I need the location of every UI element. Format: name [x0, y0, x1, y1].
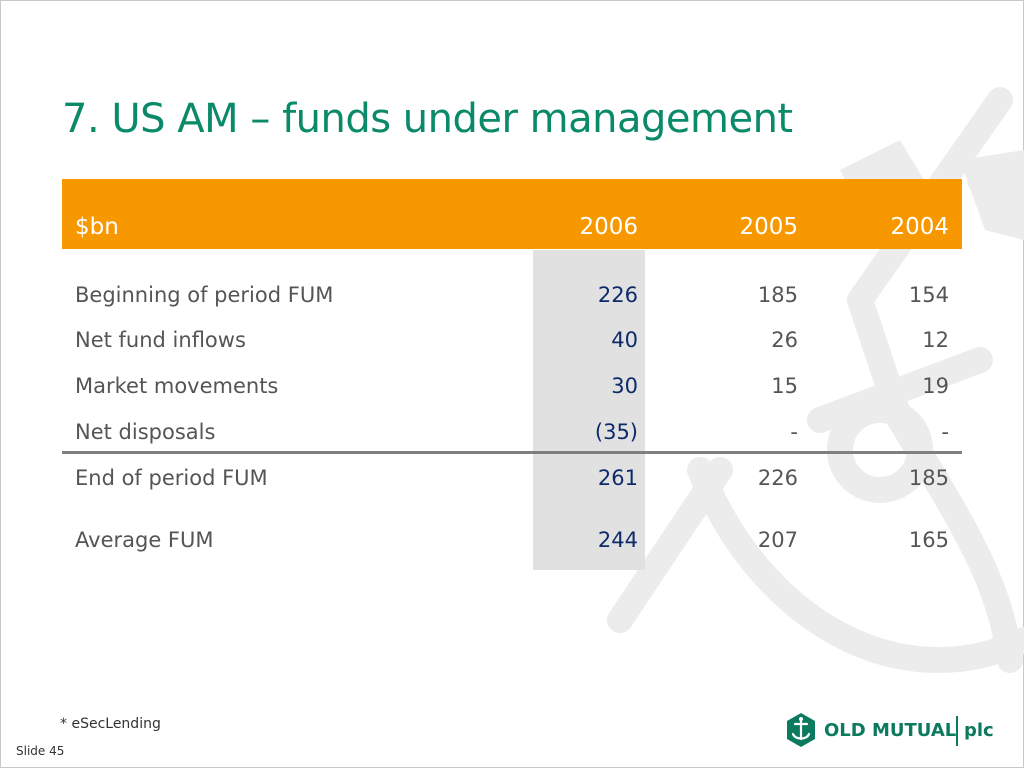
cell-2005: 185: [757, 283, 798, 307]
cell-2006: (35): [594, 420, 638, 444]
logo-wordmark: OLD MUTUAL: [824, 720, 957, 741]
row-label-beginning-fum: Beginning of period FUM: [75, 283, 334, 307]
row-label-average-fum: Average FUM: [75, 528, 214, 552]
cell-2006: 244: [597, 528, 638, 552]
cell-2006: 226: [597, 283, 638, 307]
cell-2004: 165: [908, 528, 949, 552]
header-year-2004: 2004: [890, 214, 949, 240]
cell-2004: 12: [922, 328, 949, 352]
cell-2004: -: [941, 420, 949, 444]
logo-separator: [956, 716, 958, 746]
cell-2005: 207: [757, 528, 798, 552]
header-year-2006: 2006: [579, 214, 638, 240]
row-label-net-disposals: Net disposals: [75, 420, 216, 444]
header-year-2005: 2005: [739, 214, 798, 240]
cell-2004: 154: [908, 283, 949, 307]
cell-2004: 185: [908, 466, 949, 490]
row-label-market-movements: Market movements: [75, 374, 279, 398]
footnote: * eSecLending: [60, 716, 161, 732]
cell-2006: 261: [597, 466, 638, 490]
current-year-column-highlight: [533, 250, 645, 570]
old-mutual-anchor-emblem-icon: [787, 713, 815, 747]
logo-suffix: plc: [964, 720, 994, 741]
cell-2005: 26: [771, 328, 798, 352]
cell-2006: 30: [611, 374, 638, 398]
slide-number: Slide 45: [16, 744, 65, 758]
cell-2005: 226: [757, 466, 798, 490]
cell-2004: 19: [922, 374, 949, 398]
header-unit-label: $bn: [75, 214, 119, 240]
slide-title: 7. US AM – funds under management: [62, 96, 793, 142]
total-divider-line: [62, 451, 962, 454]
cell-2005: 15: [771, 374, 798, 398]
row-label-end-of-period-fum: End of period FUM: [75, 466, 268, 490]
cell-2005: -: [790, 420, 798, 444]
cell-2006: 40: [611, 328, 638, 352]
table-header-band: [62, 179, 962, 249]
row-label-net-fund-inflows: Net fund inflows: [75, 328, 246, 352]
